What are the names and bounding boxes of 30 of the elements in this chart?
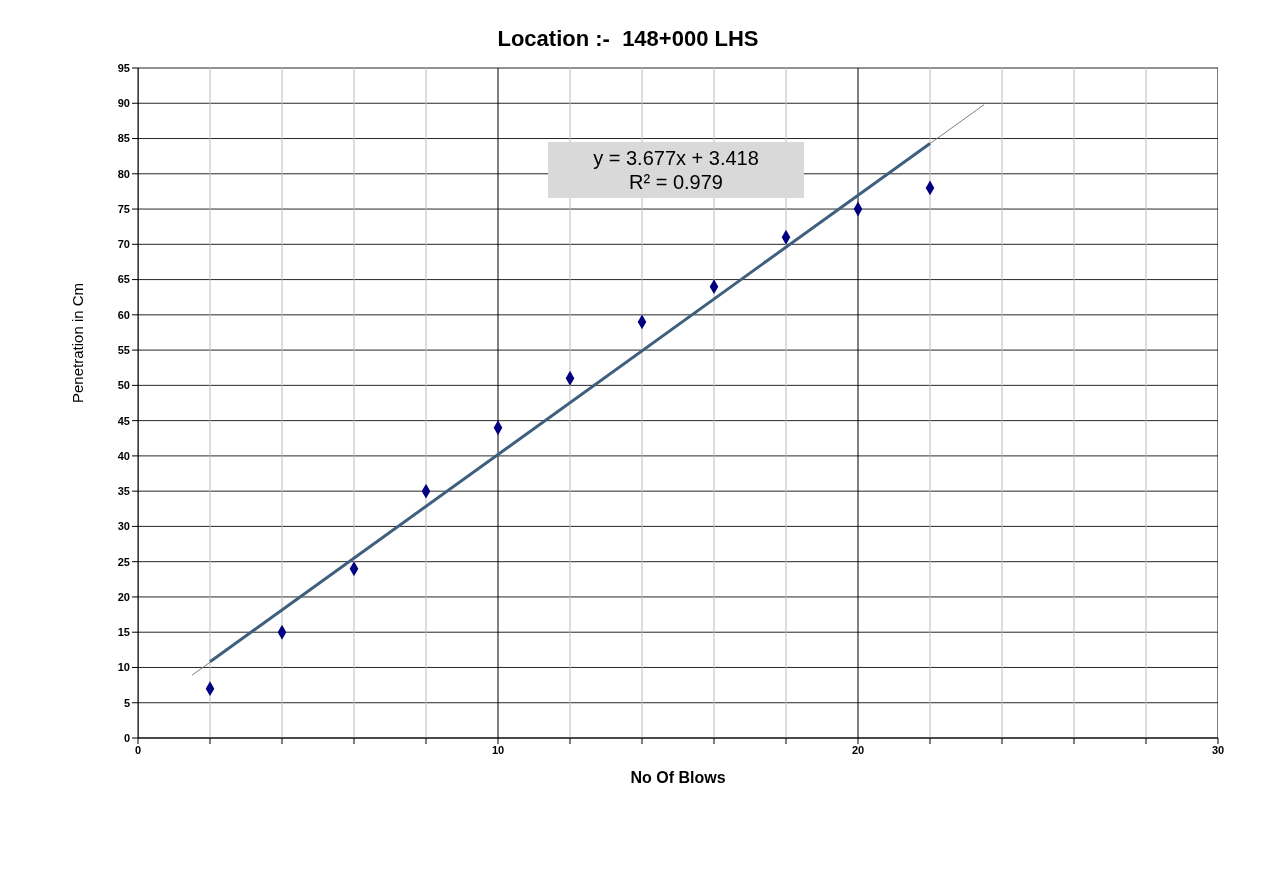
y-tick-label: 60: [117, 308, 130, 321]
y-tick-label: 15: [117, 626, 130, 639]
y-tick-label: 45: [117, 414, 130, 427]
y-tick-label: 40: [117, 449, 130, 462]
x-tick-label: 30: [1211, 743, 1225, 756]
equation-box: y = 3.677x + 3.418 R² = 0.979: [548, 142, 804, 198]
chart-title: Location :- 148+000 LHS: [496, 26, 760, 52]
y-axis-title: Penetration in Cm: [69, 282, 87, 403]
annotation: R² = 0.979: [628, 170, 724, 194]
y-tick-label: 5: [123, 696, 130, 709]
annotation: y = 3.677x + 3.418: [592, 146, 760, 170]
y-tick-label: 30: [117, 520, 130, 533]
x-tick-label: 10: [491, 743, 505, 756]
y-tick-label: 20: [117, 590, 130, 603]
y-tick-label: 65: [117, 273, 130, 286]
x-axis-title: No Of Blows: [630, 769, 726, 786]
y-tick-label: 70: [117, 238, 130, 251]
x-tick-label: 0: [134, 743, 142, 756]
y-tick-label: 25: [117, 555, 130, 568]
y-tick-label: 80: [117, 167, 130, 180]
y-tick-label: 95: [117, 61, 130, 74]
x-tick-label: 20: [851, 743, 865, 756]
y-tick-label: 90: [117, 97, 130, 110]
y-tick-label: 85: [117, 132, 130, 145]
y-tick-label: 50: [117, 379, 130, 392]
y-tick-label: 35: [117, 485, 130, 498]
y-tick-label: 55: [117, 344, 130, 357]
y-tick-label: 75: [117, 202, 130, 215]
y-tick-label: 10: [117, 661, 130, 674]
y-tick-label: 0: [123, 731, 130, 744]
